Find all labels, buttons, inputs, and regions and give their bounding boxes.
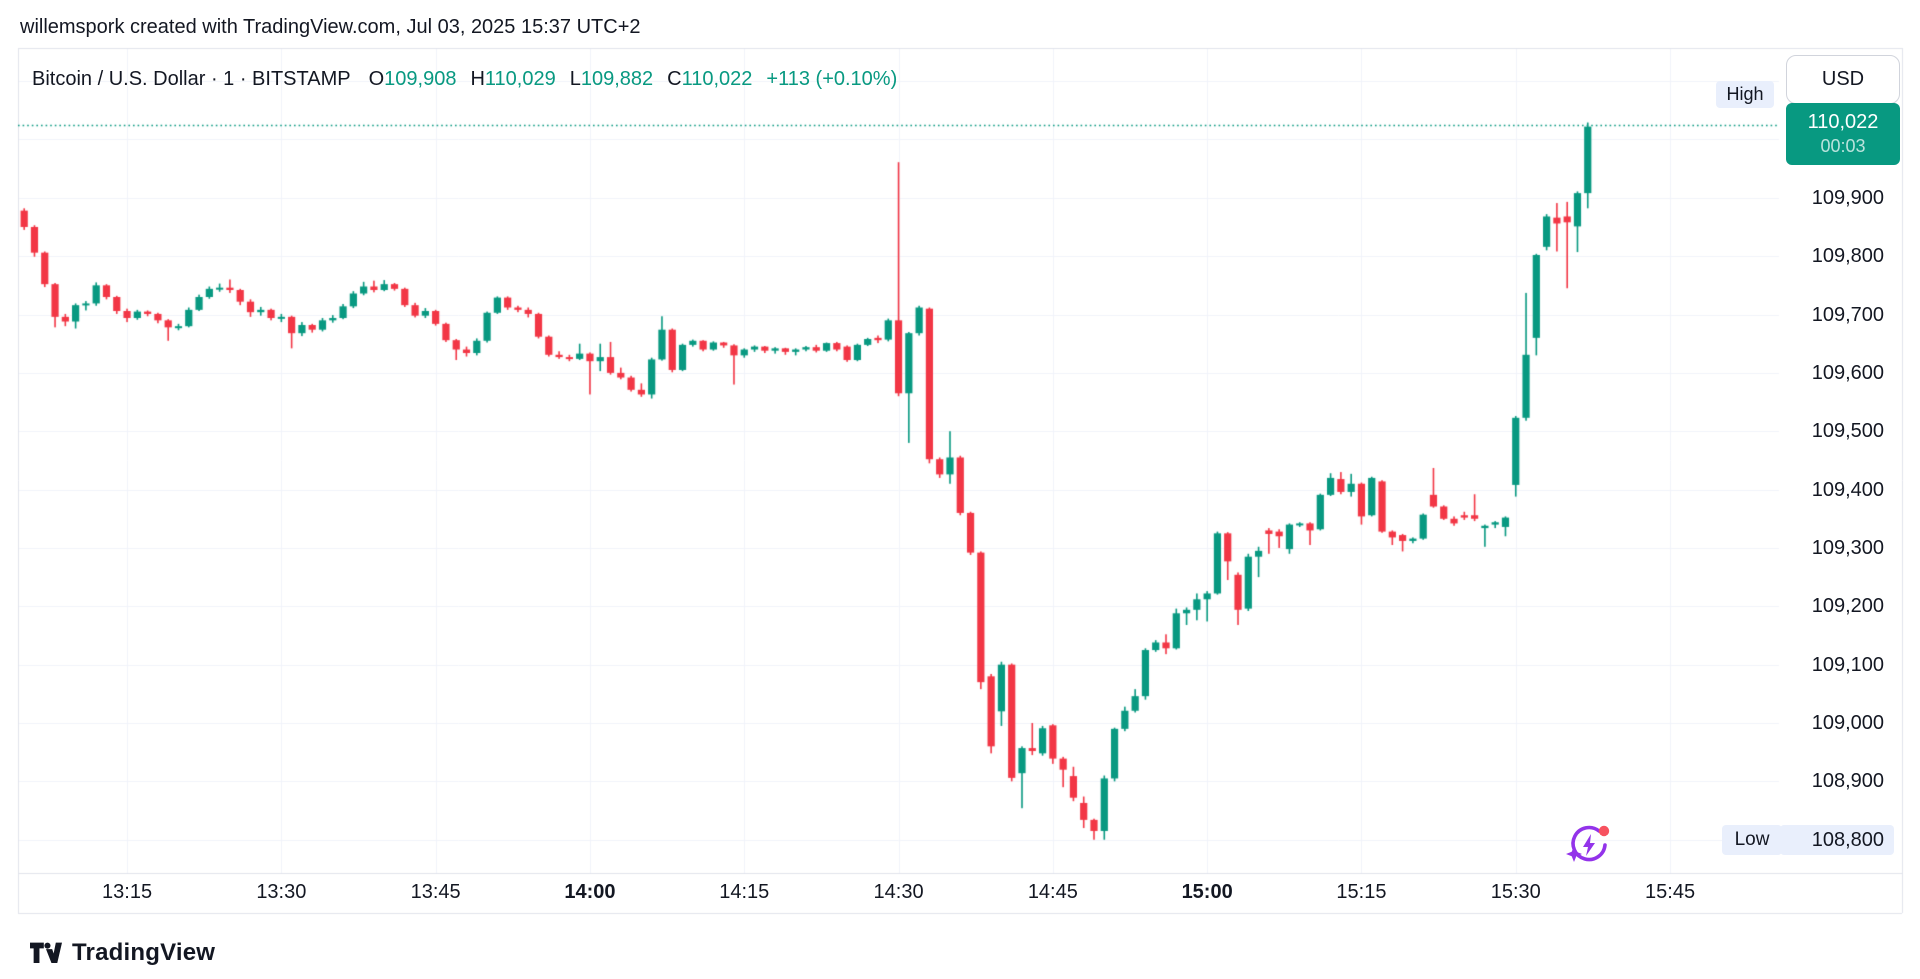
time-axis-label: 15:45	[1645, 881, 1696, 903]
last-price-badge: 110,022 00:03	[1786, 103, 1900, 165]
high-price-tag: High	[1716, 81, 1774, 108]
low-price-tag: Low	[1722, 825, 1782, 855]
time-axis-label: 15:00	[1181, 881, 1233, 903]
price-axis-label: 109,300	[1811, 536, 1884, 559]
price-axis-label: 109,600	[1811, 361, 1884, 384]
tradingview-logomark-icon	[30, 942, 62, 963]
price-axis-label: 109,000	[1811, 712, 1884, 734]
time-axis-label: 13:30	[256, 881, 307, 903]
ohlc-values: O109,908 H110,029 L109,882 C110,022	[369, 68, 767, 91]
ohlc-c-value: C110,022	[667, 67, 753, 90]
low-price-axis-label: 108,800	[1780, 825, 1894, 855]
sparkle-icon	[1566, 846, 1582, 862]
ohlc-l-value: L109,882	[569, 67, 654, 90]
price-axis-label: 109,200	[1811, 595, 1884, 618]
tradingview-wordmark: TradingView	[72, 939, 216, 966]
price-axis-label: 109,400	[1811, 478, 1884, 501]
price-axis-label: 109,700	[1811, 303, 1884, 326]
notification-dot	[1598, 825, 1610, 837]
price-axis-label: 109,500	[1811, 420, 1884, 443]
time-axis-label: 14:00	[564, 881, 616, 903]
price-scale[interactable]	[1779, 48, 1902, 873]
price-axis-label: 109,900	[1811, 186, 1884, 209]
lightning-bolt-icon	[1583, 834, 1595, 856]
symbol-title: Bitcoin / U.S. Dollar · 1 · BITSTAMP	[32, 67, 351, 90]
price-axis-label: 108,900	[1811, 770, 1884, 793]
last-price-value: 110,022	[1807, 111, 1879, 133]
price-axis-label: 109,100	[1811, 653, 1884, 676]
ohlc-h-value: H110,029	[470, 67, 556, 90]
ohlc-o-value: O109,908	[368, 67, 457, 90]
price-axis-label: 109,800	[1811, 245, 1884, 268]
attribution-text: willemspork created with TradingView.com…	[20, 16, 641, 38]
tradingview-logo-link[interactable]: TradingView	[30, 939, 215, 967]
time-axis-label: 15:30	[1490, 881, 1541, 903]
spark-boost-icon[interactable]	[1566, 822, 1612, 868]
time-axis-label: 13:45	[410, 881, 461, 903]
currency-usd-button[interactable]: USD	[1786, 55, 1900, 104]
time-axis-label: 13:15	[102, 881, 153, 903]
change-value: +113 (+0.10%)	[766, 67, 898, 90]
bar-countdown: 00:03	[1820, 136, 1866, 156]
symbol-header: Bitcoin / U.S. Dollar · 1 · BITSTAMP O10…	[32, 64, 897, 94]
time-axis-label: 14:30	[873, 881, 924, 903]
time-axis-label: 14:15	[719, 881, 770, 903]
time-axis-label: 14:45	[1027, 881, 1078, 903]
time-axis-label: 15:15	[1336, 881, 1387, 903]
